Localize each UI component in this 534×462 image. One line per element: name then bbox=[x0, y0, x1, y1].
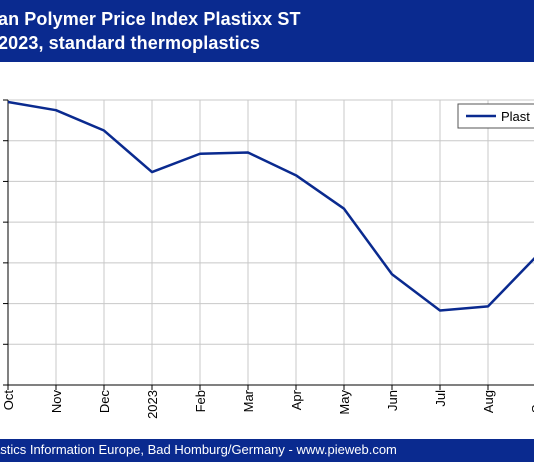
chart-footer: astics Information Europe, Bad Homburg/G… bbox=[0, 439, 534, 462]
x-tick-label: Jul bbox=[433, 390, 448, 407]
x-tick-label: Oct bbox=[1, 390, 16, 411]
source-credit: astics Information Europe, Bad Homburg/G… bbox=[0, 442, 397, 457]
x-tick-label: May bbox=[337, 390, 352, 415]
x-tick-label: Jun bbox=[385, 390, 400, 411]
x-tick-label: Feb bbox=[193, 390, 208, 412]
legend-label: Plast bbox=[501, 109, 530, 124]
x-tick-label: 2023 bbox=[145, 390, 160, 419]
x-tick-label: Aug bbox=[481, 390, 496, 413]
chart-subtitle: 2023, standard thermoplastics bbox=[0, 33, 261, 53]
x-tick-label: Apr bbox=[289, 389, 304, 410]
chart-title: an Polymer Price Index Plastixx ST bbox=[0, 9, 301, 29]
series-line bbox=[7, 100, 534, 312]
series-layer bbox=[7, 100, 534, 312]
grid-lines bbox=[8, 99, 534, 385]
y-ticks bbox=[3, 99, 8, 386]
x-tick-label: Nov bbox=[49, 390, 64, 414]
x-ticks: Oct Nov Dec 2023 Feb Mar Apr May Jun Jul Aug Sep bbox=[1, 385, 534, 419]
chart-header: an Polymer Price Index Plastixx ST 2023,… bbox=[0, 0, 534, 62]
legend: Plast bbox=[457, 103, 534, 129]
x-tick-label: Dec bbox=[97, 390, 112, 414]
x-tick-label: Mar bbox=[241, 389, 256, 412]
x-tick-label: Sep bbox=[529, 390, 534, 413]
